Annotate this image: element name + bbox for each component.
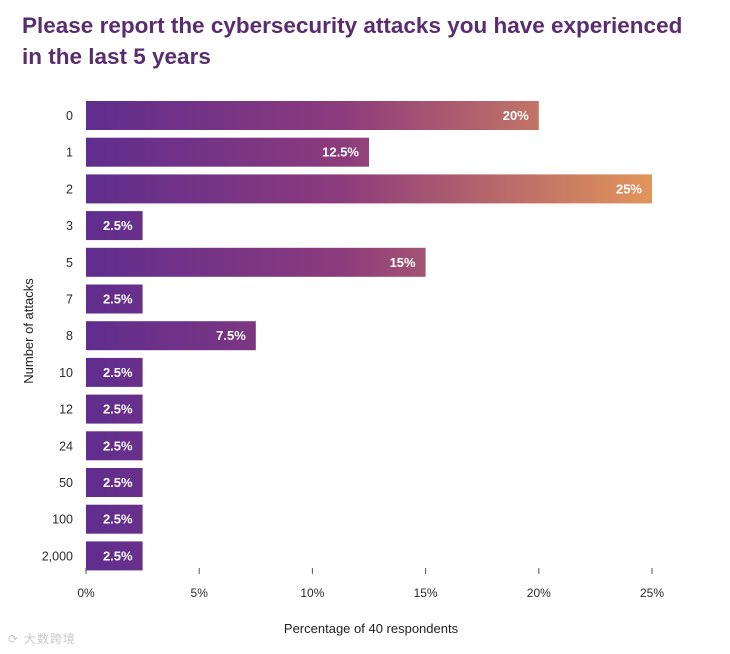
- value-label: 2.5%: [103, 438, 133, 453]
- x-tick-label: 15%: [414, 586, 438, 600]
- bar-0: [86, 101, 539, 130]
- category-label: 24: [59, 439, 73, 453]
- x-tick-label: 25%: [640, 586, 664, 600]
- chart-title: Please report the cybersecurity attacks …: [22, 13, 683, 69]
- bar-24: [86, 431, 143, 461]
- bar-50: [86, 468, 143, 497]
- y-axis-title: Number of attacks: [21, 278, 36, 384]
- category-label: 7: [66, 293, 73, 307]
- value-label: 2.5%: [103, 548, 133, 563]
- bar-8: [86, 321, 256, 351]
- x-axis-ticks: 0% 5% 10% 15% 20% 25%: [77, 568, 664, 600]
- value-label: 2.5%: [103, 292, 133, 307]
- category-label: 1: [66, 146, 73, 160]
- category-label: 2,000: [42, 549, 73, 563]
- bar-7: [86, 284, 143, 314]
- value-label: 2.5%: [103, 402, 133, 417]
- category-label: 0: [66, 109, 73, 123]
- x-tick-label: 10%: [300, 586, 324, 600]
- category-label: 10: [59, 366, 73, 380]
- x-tick-label: 0%: [77, 586, 95, 600]
- value-label: 12.5%: [322, 145, 359, 160]
- bar-2000: [86, 541, 143, 571]
- watermark: ⟳ 大数跨境: [8, 632, 76, 646]
- value-label: 20%: [503, 108, 529, 123]
- category-label: 12: [59, 403, 73, 417]
- category-label: 2: [66, 182, 73, 196]
- category-label: 50: [59, 476, 73, 490]
- bar-12: [86, 394, 143, 424]
- value-label: 2.5%: [103, 218, 133, 233]
- value-label: 2.5%: [103, 475, 133, 490]
- bar-100: [86, 504, 143, 534]
- value-label: 2.5%: [103, 512, 133, 527]
- bar-3: [86, 211, 143, 241]
- bar-5: [86, 247, 426, 277]
- value-label: 7.5%: [216, 328, 246, 343]
- x-tick-label: 5%: [191, 586, 209, 600]
- category-label: 3: [66, 219, 73, 233]
- bar-2: [86, 174, 652, 204]
- value-label: 2.5%: [103, 365, 133, 380]
- category-label: 5: [66, 256, 73, 270]
- bar-10: [86, 357, 143, 387]
- value-label: 15%: [390, 255, 416, 270]
- x-tick-label: 20%: [527, 586, 551, 600]
- x-axis-title: Percentage of 40 respondents: [284, 621, 459, 636]
- value-label: 25%: [616, 181, 642, 196]
- bar-1: [86, 137, 369, 167]
- category-label: 100: [52, 513, 73, 527]
- category-label: 8: [66, 329, 73, 343]
- bars-group: 0 20% 1 12.5% 2 25% 3 2.5% 5 15% 7 2.5% 8 7.5% 10 2.5% 1…: [42, 101, 652, 571]
